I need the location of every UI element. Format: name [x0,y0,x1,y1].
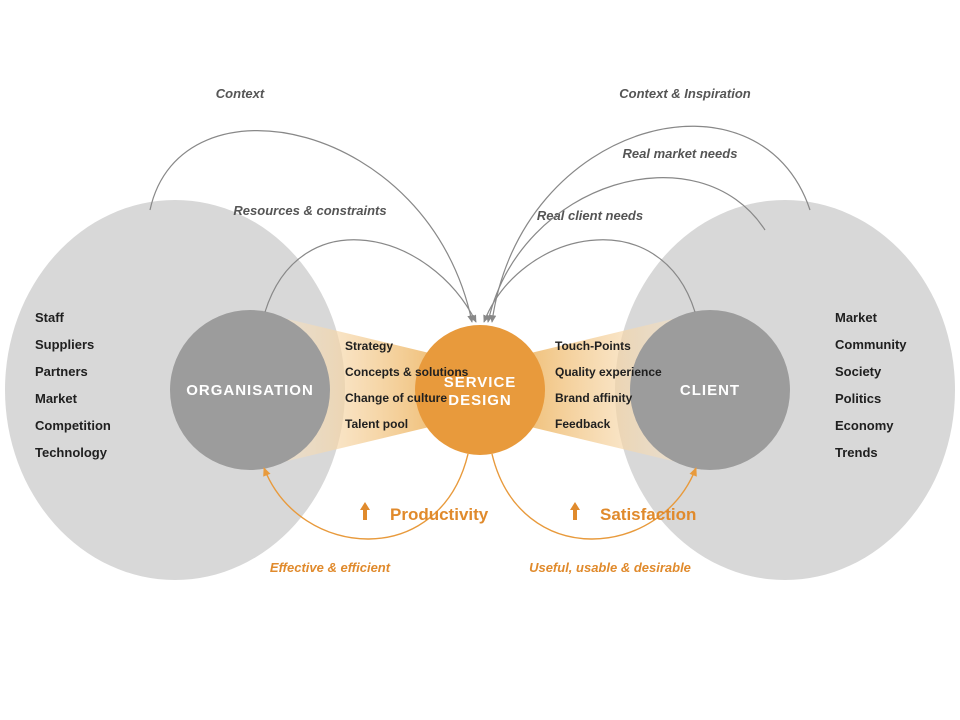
list-item: Touch-Points [555,339,631,353]
outcome-productivity-label: Productivity [390,505,489,524]
list-item: Competition [35,418,111,433]
arc-effective-label: Effective & efficient [270,560,391,575]
outcome-satisfaction-label: Satisfaction [600,505,696,524]
list-item: Talent pool [345,417,408,431]
list-item: Economy [835,418,894,433]
list-item: Partners [35,364,88,379]
list-item: Staff [35,310,65,325]
arc-context-insp-label: Context & Inspiration [619,86,751,101]
list-item: Change of culture [345,391,447,405]
list-item: Concepts & solutions [345,365,469,379]
list-item: Strategy [345,339,393,353]
service-design-diagram: ORGANISATION CLIENT SERVICE DESIGN Staff… [0,0,960,720]
list-item: Brand affinity [555,391,633,405]
service-design-label-2: DESIGN [448,392,512,409]
list-item: Trends [835,445,878,460]
list-item: Feedback [555,417,611,431]
arc-real-market-needs-label: Real market needs [623,146,738,161]
arc-context-left-label: Context [216,86,265,101]
client-label: CLIENT [680,382,740,399]
list-item: Politics [835,391,881,406]
list-item: Market [35,391,78,406]
list-item: Society [835,364,882,379]
list-item: Community [835,337,907,352]
outcome-productivity: Productivity [360,502,489,524]
list-item: Technology [35,445,108,460]
arrow-up-icon [360,502,370,520]
list-item: Market [835,310,878,325]
arrow-up-icon [570,502,580,520]
arc-useful-label: Useful, usable & desirable [529,560,691,575]
arc-real-client-needs-label: Real client needs [537,208,643,223]
organisation-label: ORGANISATION [186,382,314,399]
outcome-satisfaction: Satisfaction [570,502,696,524]
list-item: Suppliers [35,337,94,352]
list-item: Quality experience [555,365,662,379]
arc-resources-label: Resources & constraints [233,203,386,218]
